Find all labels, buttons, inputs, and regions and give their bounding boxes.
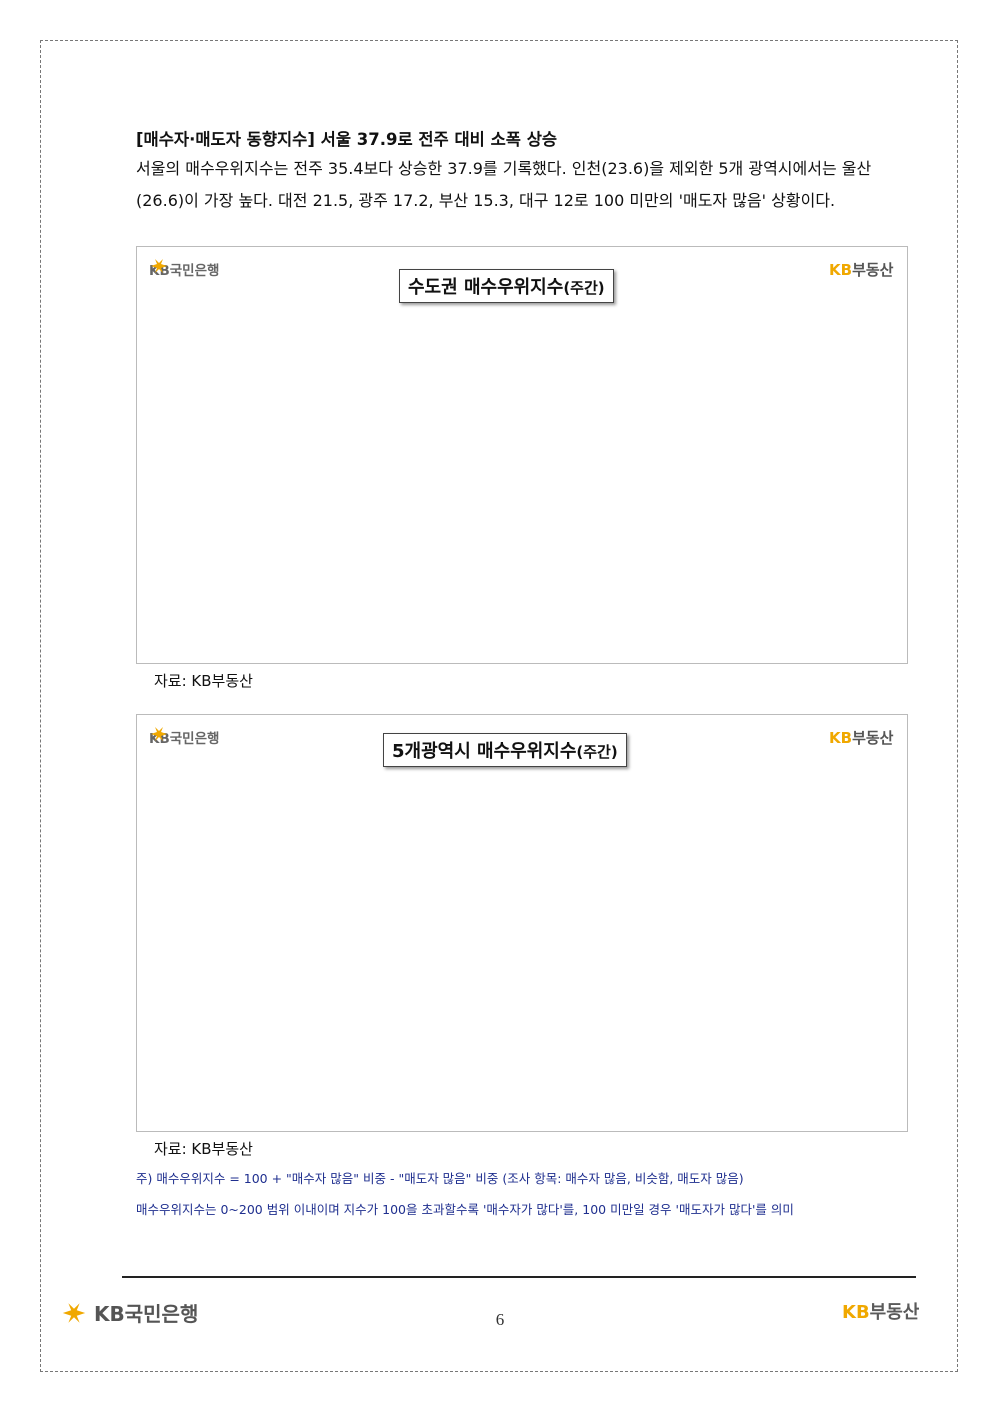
chart-plot: [137, 247, 909, 665]
kb-bank-logo: 101520253035404511/411/1111/1811/2512/21…: [149, 259, 219, 279]
footer-rule: [122, 1276, 916, 1278]
footer-bank-logo: KB국민은행: [60, 1298, 198, 1327]
footer-bank-name: KB국민은행: [94, 1302, 199, 1326]
metro-cities-chart: 0102030405011/411/1111/1811/2512/212/912…: [136, 714, 908, 1132]
source-label: 자료: KB부동산: [154, 672, 253, 690]
chart-title: 수도권 매수우위지수(주간): [399, 269, 614, 303]
kb-star-icon: 0102030405011/411/1111/1811/2512/212/912…: [151, 727, 167, 741]
kb-realty-logo: KB부동산: [829, 729, 894, 747]
kb-bank-name: KB국민은행: [149, 263, 220, 279]
kb-star-icon: 101520253035404511/411/1111/1811/2512/21…: [151, 259, 167, 273]
kb-star-icon: [62, 1302, 86, 1323]
chart-title-suffix: (주간): [576, 743, 618, 761]
kb-bank-logo: 0102030405011/411/1111/1811/2512/212/912…: [149, 727, 219, 747]
kb-realty-logo: KB부동산: [829, 261, 894, 279]
footer-realty-logo: KB부동산: [842, 1302, 920, 1323]
chart-plot: [137, 715, 909, 1133]
section-heading: [매수자·매도자 동향지수] 서울 37.9로 전주 대비 소폭 상승: [136, 130, 558, 149]
page-border: [40, 40, 958, 1372]
note-line-1: 주) 매수우위지수 = 100 + "매수자 많음" 비중 - "매도자 많음"…: [136, 1171, 744, 1186]
chart-title-text: 5개광역시 매수우위지수: [392, 741, 577, 762]
chart-title-text: 수도권 매수우위지수: [408, 277, 564, 298]
capital-area-chart: 101520253035404511/411/1111/1811/2512/21…: [136, 246, 908, 664]
page-number: 6: [495, 1310, 505, 1329]
note-line-2: 매수우위지수는 0~200 범위 이내이며 지수가 100을 초과할수록 '매수…: [136, 1202, 794, 1217]
source-label: 자료: KB부동산: [154, 1140, 253, 1158]
kb-bank-name: KB국민은행: [149, 731, 220, 747]
chart-title: 5개광역시 매수우위지수(주간): [383, 733, 627, 767]
chart-title-suffix: (주간): [563, 279, 605, 297]
summary-paragraph: 서울의 매수우위지수는 전주 35.4보다 상승한 37.9를 기록했다. 인천…: [136, 159, 872, 210]
